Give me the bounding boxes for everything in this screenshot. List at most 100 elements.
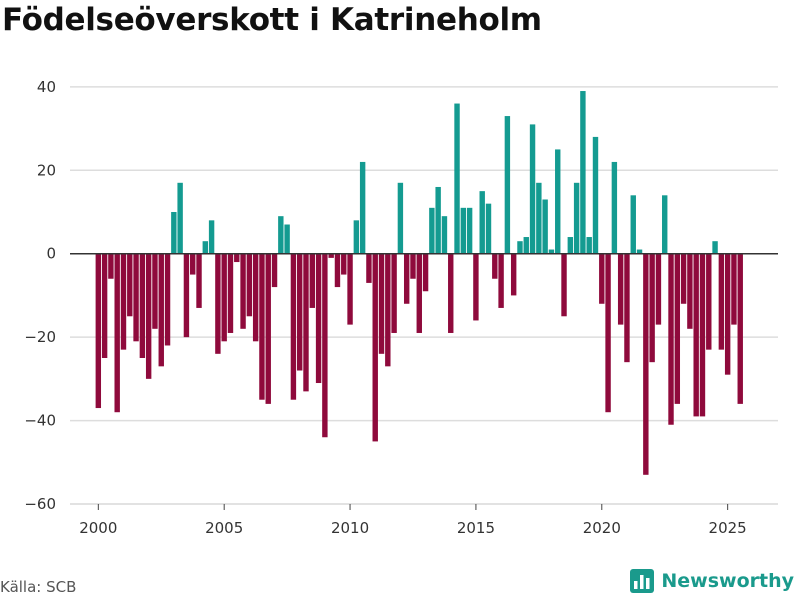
bar[interactable] <box>139 253 146 358</box>
bar[interactable] <box>410 253 416 279</box>
bar[interactable] <box>706 253 712 350</box>
bar[interactable] <box>498 253 504 308</box>
bar[interactable] <box>687 253 693 329</box>
bar[interactable] <box>674 253 681 404</box>
bar[interactable] <box>555 149 561 254</box>
bar[interactable] <box>737 253 743 404</box>
bar[interactable] <box>586 237 592 254</box>
bar[interactable] <box>605 253 611 413</box>
bar[interactable] <box>215 253 221 354</box>
bar[interactable] <box>573 182 580 254</box>
bar[interactable] <box>177 182 183 254</box>
bar[interactable] <box>372 253 378 442</box>
bar[interactable] <box>95 253 102 409</box>
bar[interactable] <box>643 253 649 475</box>
bar[interactable] <box>731 253 737 325</box>
bar[interactable] <box>536 182 542 254</box>
bar[interactable] <box>636 249 643 254</box>
bar[interactable] <box>196 253 202 308</box>
bar[interactable] <box>617 253 624 325</box>
bar[interactable] <box>152 253 158 329</box>
bar[interactable] <box>190 253 196 275</box>
bar[interactable] <box>592 136 599 254</box>
bar[interactable] <box>120 253 127 350</box>
bar[interactable] <box>114 253 120 413</box>
bar[interactable] <box>460 207 467 254</box>
bar[interactable] <box>504 116 511 254</box>
bar[interactable] <box>454 103 460 254</box>
bar[interactable] <box>202 241 209 254</box>
bar[interactable] <box>322 253 328 438</box>
bar[interactable] <box>246 253 253 317</box>
bar[interactable] <box>183 253 190 338</box>
bar[interactable] <box>448 253 454 333</box>
bar[interactable] <box>366 253 372 283</box>
brand-logo[interactable]: Newsworthy <box>629 568 794 594</box>
bar[interactable] <box>630 195 636 254</box>
bar[interactable] <box>662 195 668 254</box>
bar[interactable] <box>611 161 618 254</box>
bar[interactable] <box>353 220 360 254</box>
bar[interactable] <box>259 253 265 400</box>
bar[interactable] <box>724 253 731 375</box>
bar[interactable] <box>529 124 536 254</box>
bar[interactable] <box>680 253 687 304</box>
bar[interactable] <box>108 253 114 279</box>
bar[interactable] <box>485 203 492 254</box>
bar[interactable] <box>359 161 366 254</box>
bar[interactable] <box>542 199 548 254</box>
bar[interactable] <box>101 253 108 358</box>
bar[interactable] <box>315 253 322 384</box>
bar[interactable] <box>599 253 605 304</box>
bar[interactable] <box>473 253 479 321</box>
bar[interactable] <box>328 253 334 258</box>
bar[interactable] <box>416 253 422 333</box>
bar[interactable] <box>334 253 341 288</box>
bar[interactable] <box>492 253 498 279</box>
bar[interactable] <box>303 253 309 392</box>
bar[interactable] <box>347 253 353 325</box>
bar[interactable] <box>548 249 555 254</box>
bar[interactable] <box>208 220 215 254</box>
bar[interactable] <box>510 253 517 296</box>
bar[interactable] <box>397 182 404 254</box>
bar[interactable] <box>655 253 662 325</box>
bar[interactable] <box>403 253 410 304</box>
bar[interactable] <box>127 253 133 317</box>
bar[interactable] <box>221 253 227 342</box>
bar[interactable] <box>624 253 630 363</box>
bar[interactable] <box>278 216 284 254</box>
bar[interactable] <box>234 253 240 263</box>
bar[interactable] <box>252 253 259 342</box>
bar[interactable] <box>567 237 574 254</box>
bar[interactable] <box>133 253 139 342</box>
bar[interactable] <box>297 253 303 371</box>
bar[interactable] <box>341 253 347 275</box>
bar[interactable] <box>378 253 385 354</box>
bar[interactable] <box>561 253 567 317</box>
bar[interactable] <box>693 253 699 417</box>
bar[interactable] <box>290 253 297 400</box>
bar[interactable] <box>422 253 429 292</box>
bar[interactable] <box>435 186 441 254</box>
bar[interactable] <box>580 91 586 254</box>
bar[interactable] <box>441 216 448 254</box>
bar[interactable] <box>171 212 177 254</box>
bar[interactable] <box>385 253 391 367</box>
bar[interactable] <box>517 241 523 254</box>
bar[interactable] <box>718 253 725 350</box>
bar[interactable] <box>265 253 271 404</box>
bar[interactable] <box>391 253 397 333</box>
bar[interactable] <box>240 253 246 329</box>
bar[interactable] <box>227 253 234 333</box>
bar[interactable] <box>712 241 718 254</box>
bar[interactable] <box>271 253 278 288</box>
bar[interactable] <box>145 253 152 379</box>
bar[interactable] <box>466 207 473 254</box>
bar[interactable] <box>429 207 435 254</box>
bar[interactable] <box>479 191 485 254</box>
bar[interactable] <box>164 253 171 346</box>
bar[interactable] <box>158 253 164 367</box>
bar[interactable] <box>309 253 315 308</box>
bar[interactable] <box>284 224 290 254</box>
